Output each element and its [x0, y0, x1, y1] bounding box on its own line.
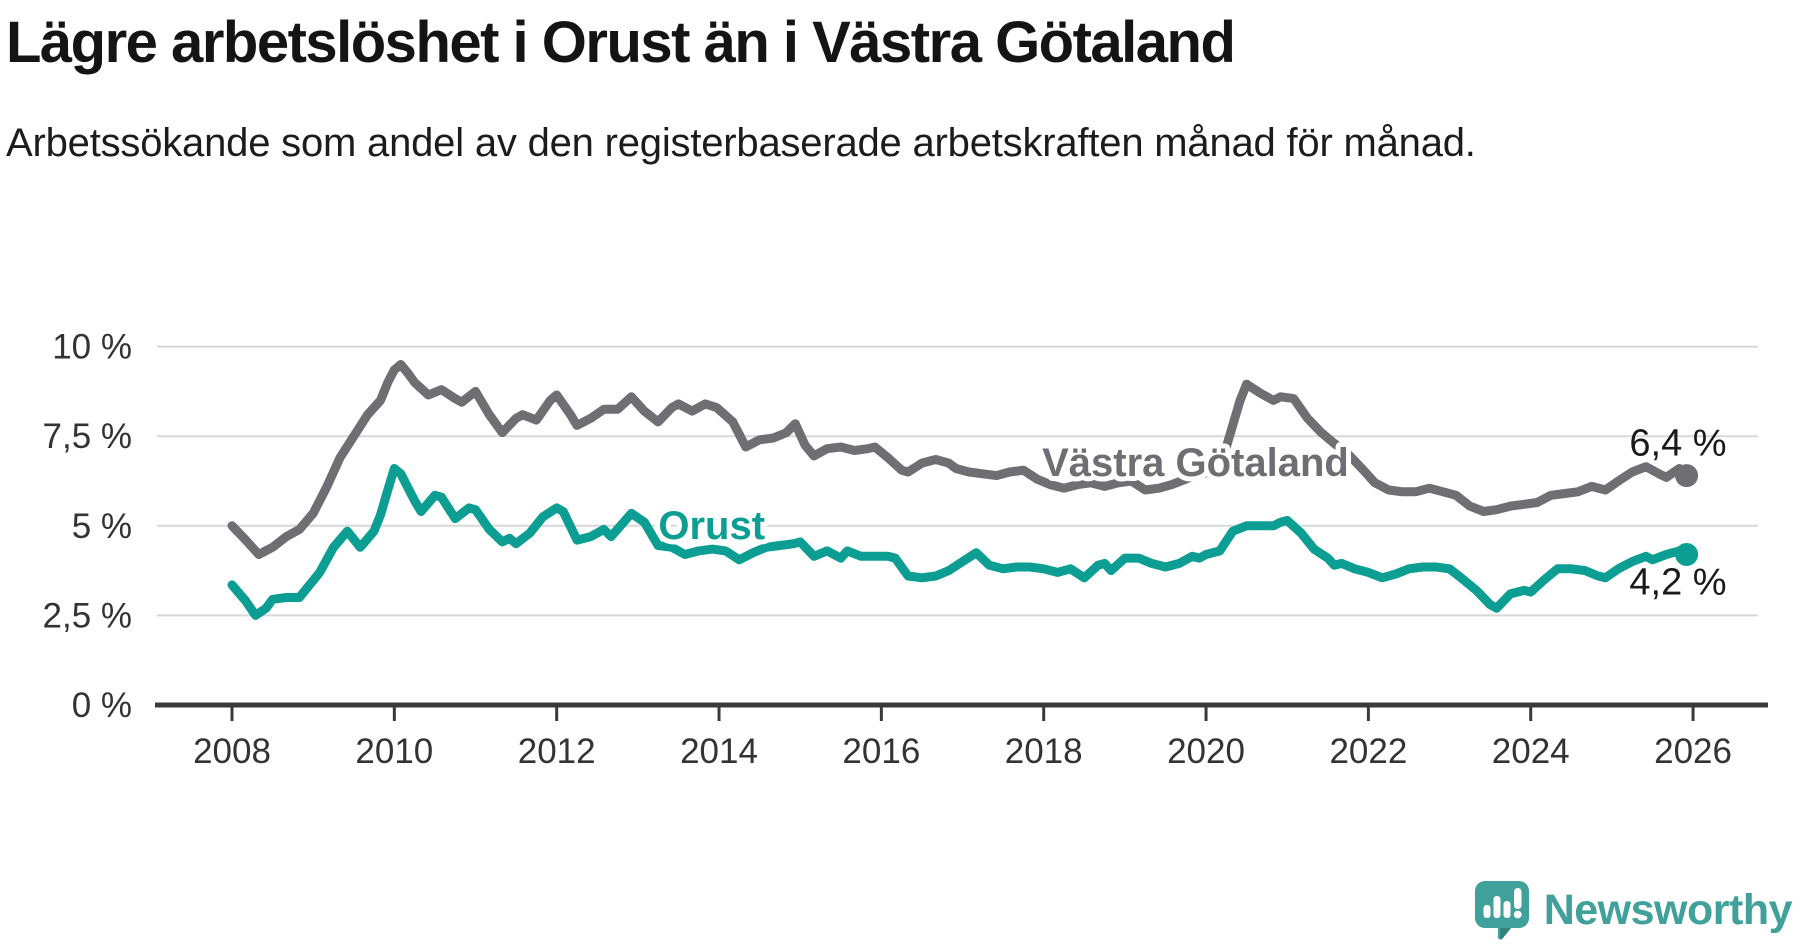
y-axis-tick-label: 0 % [72, 686, 132, 725]
newsworthy-brand: Newsworthy [1474, 880, 1793, 940]
x-axis-tick-label: 2022 [1329, 732, 1407, 771]
newsworthy-wordmark: Newsworthy [1543, 885, 1793, 934]
series-line-vastra-gotaland [227, 360, 1692, 559]
y-axis-tick-label: 2,5 % [43, 596, 133, 635]
x-axis-tick-label: 2008 [193, 732, 271, 771]
x-axis-tick-label: 2016 [842, 732, 920, 771]
logo-exclamation-bar [1513, 888, 1522, 909]
chart-subtitle: Arbetssökande som andel av den registerb… [6, 121, 1476, 165]
x-axis-tick-label: 2018 [1005, 732, 1083, 771]
series-end-value-label: 4,2 % [1629, 561, 1726, 603]
x-axis-tick-label: 2012 [518, 732, 596, 771]
logo-bar-1 [1483, 905, 1491, 918]
series-end-dot [1675, 464, 1699, 488]
logo-tail-shade [1499, 928, 1511, 940]
x-axis-tick-label: 2010 [355, 732, 433, 771]
series-label: Västra Götaland [1042, 441, 1349, 485]
x-axis-tick-label: 2024 [1492, 732, 1570, 771]
x-axis-tick-label: 2014 [680, 732, 758, 771]
y-axis-tick-label: 5 % [72, 507, 132, 546]
logo-bar-3 [1503, 901, 1511, 918]
series-line-orust [227, 464, 1692, 620]
y-axis-tick-label: 10 % [52, 328, 132, 367]
series-label: Orust [658, 504, 765, 548]
series-end-value-label: 6,4 % [1629, 423, 1726, 465]
logo-exclamation-dot [1513, 910, 1522, 919]
x-axis-tick-label: 2026 [1654, 732, 1732, 771]
logo-bar-2 [1493, 896, 1501, 918]
newsworthy-logo-icon [1474, 881, 1529, 940]
y-axis-tick-label: 7,5 % [43, 417, 133, 456]
x-axis-tick-label: 2020 [1167, 732, 1245, 771]
series-end-dot [1675, 542, 1699, 566]
page-title: Lägre arbetslöshet i Orust än i Västra G… [6, 10, 1236, 75]
